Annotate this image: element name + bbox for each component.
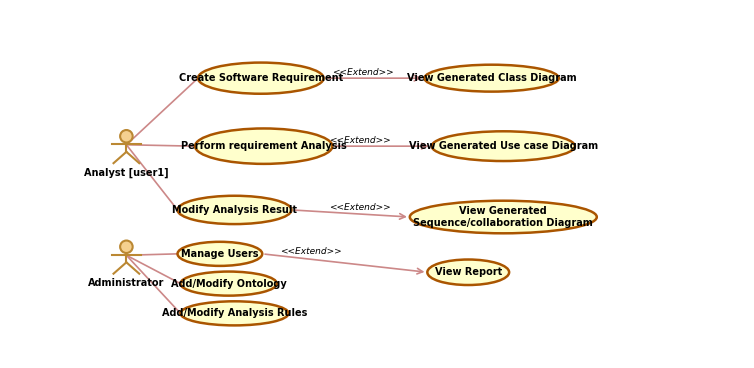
Ellipse shape xyxy=(177,196,292,224)
Ellipse shape xyxy=(410,201,597,233)
Text: <<Extend>>: <<Extend>> xyxy=(280,247,342,255)
Text: Analyst [user1]: Analyst [user1] xyxy=(84,167,169,178)
Text: Manage Users: Manage Users xyxy=(181,249,259,259)
Text: View Report: View Report xyxy=(434,267,502,277)
Ellipse shape xyxy=(425,65,559,92)
Text: <<Extend>>: <<Extend>> xyxy=(333,68,394,77)
Text: Administrator: Administrator xyxy=(88,278,164,288)
Ellipse shape xyxy=(180,272,277,296)
Text: View Generated
Sequence/collaboration Diagram: View Generated Sequence/collaboration Di… xyxy=(413,206,593,228)
Ellipse shape xyxy=(120,241,133,253)
Text: View Generated Use case Diagram: View Generated Use case Diagram xyxy=(409,141,598,151)
Text: Add/Modify Ontology: Add/Modify Ontology xyxy=(170,279,287,289)
Text: <<Extend>>: <<Extend>> xyxy=(329,136,391,145)
Ellipse shape xyxy=(428,259,509,285)
Text: Modify Analysis Result: Modify Analysis Result xyxy=(172,205,297,215)
Ellipse shape xyxy=(195,128,333,164)
Ellipse shape xyxy=(432,131,575,161)
Text: <<Extend>>: <<Extend>> xyxy=(329,203,391,212)
Text: Add/Modify Analysis Rules: Add/Modify Analysis Rules xyxy=(162,308,307,318)
Text: View Generated Class Diagram: View Generated Class Diagram xyxy=(407,73,576,83)
Ellipse shape xyxy=(177,242,262,266)
Ellipse shape xyxy=(180,301,289,325)
Text: Create Software Requirement: Create Software Requirement xyxy=(179,73,343,83)
Ellipse shape xyxy=(198,63,323,94)
Ellipse shape xyxy=(120,130,133,142)
Text: Perform requirement Analysis: Perform requirement Analysis xyxy=(181,141,347,151)
